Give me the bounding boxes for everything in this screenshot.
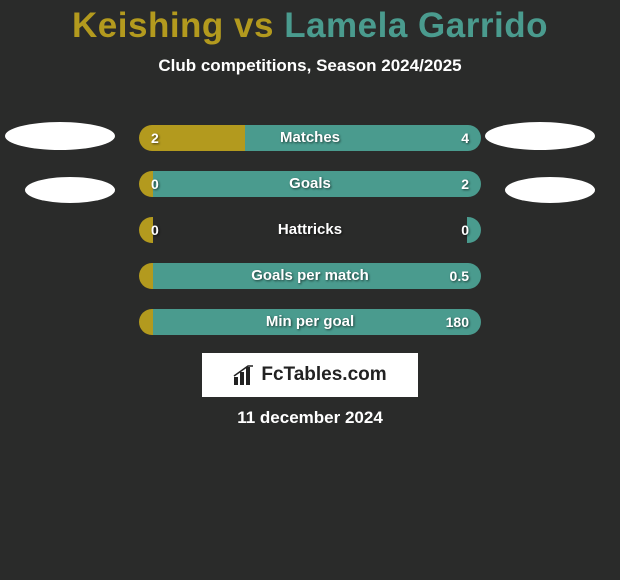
stat-bar-right [153,309,481,335]
subtitle: Club competitions, Season 2024/2025 [0,56,620,76]
stat-bar-left [139,263,153,289]
stat-bar-right [467,217,481,243]
title-vs: vs [224,6,284,45]
stat-bar-row: 24Matches [139,125,481,151]
decorative-ellipse [25,177,115,203]
stat-bar-row: 0.5Goals per match [139,263,481,289]
brand-logo: FcTables.com [202,353,418,397]
page-title: Keishing vs Lamela Garrido [0,0,620,46]
title-player1: Keishing [72,6,224,45]
brand-text: FcTables.com [261,364,386,386]
stat-bar-row: 02Goals [139,171,481,197]
stat-bar-left [139,125,245,151]
title-player2: Lamela Garrido [284,6,548,45]
stat-bar-right [245,125,481,151]
stat-bar-right [153,263,481,289]
chart-icon [233,365,255,385]
comparison-bars: 24Matches 02Goals 00Hattricks 0.5Goals per … [139,125,481,355]
decorative-ellipse [505,177,595,203]
stat-bar-right [153,171,481,197]
stat-bar-left [139,171,153,197]
footer-date: 11 december 2024 [0,408,620,428]
decorative-ellipse [5,122,115,150]
stat-bar-row: 00Hattricks [139,217,481,243]
stat-bar-left [139,217,153,243]
stat-label: Hattricks [139,217,481,243]
stat-bar-row: 180Min per goal [139,309,481,335]
decorative-ellipse [485,122,595,150]
stat-bar-left [139,309,153,335]
